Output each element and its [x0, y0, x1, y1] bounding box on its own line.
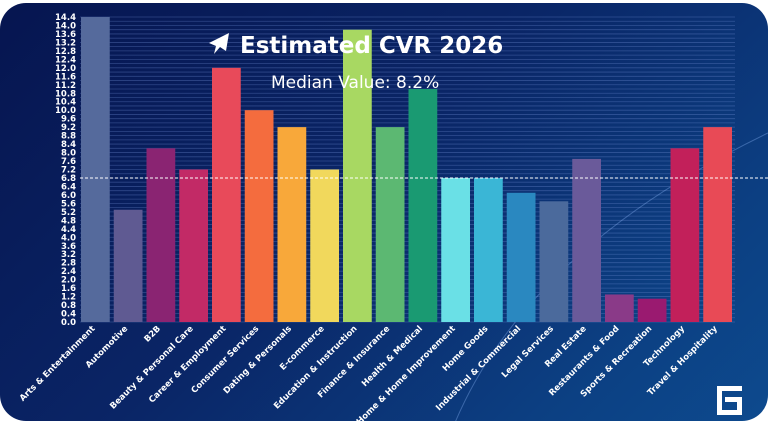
- y-tick-label: 5.6: [61, 199, 76, 209]
- chart-subtitle: Median Value: 8.2%: [271, 73, 439, 93]
- y-tick-label: 0.8: [61, 301, 76, 311]
- bar: [506, 192, 536, 322]
- y-tick-label: 6.0: [61, 191, 76, 201]
- chart-title: Estimated CVR 2026: [240, 33, 503, 59]
- bar: [375, 127, 405, 322]
- bar: [408, 89, 438, 322]
- y-tick-label: 0.4: [61, 310, 76, 320]
- y-tick-label: 5.2: [61, 208, 76, 218]
- y-tick-label: 12.4: [55, 55, 76, 65]
- y-tick-label: 9.2: [61, 123, 76, 133]
- y-axis-ticks: 0.00.40.81.21.62.02.42.83.23.64.04.44.85…: [55, 13, 76, 328]
- y-tick-label: 1.6: [61, 284, 76, 294]
- bar: [310, 169, 339, 322]
- bar: [539, 201, 569, 322]
- chart-card: 0.0 0.4 0.8 1.2 1.6 2.0 2.4 2.8 3.2 3.6 4.0 4.4 4.8 5…: [0, 3, 768, 421]
- bars: [81, 17, 732, 322]
- y-tick-label: 2.4: [61, 267, 76, 277]
- y-tick-label: 3.6: [61, 242, 76, 252]
- bar: [244, 110, 274, 322]
- y-tick-label: 7.6: [61, 157, 76, 167]
- bar: [277, 127, 307, 322]
- y-tick-label: 6.4: [61, 182, 76, 192]
- y-tick-label: 12.8: [55, 47, 76, 57]
- y-tick-label: 14.0: [55, 21, 76, 31]
- bar: [113, 209, 143, 322]
- y-tick-label: 4.8: [61, 216, 76, 226]
- bar-chart: 0.00.40.81.21.62.02.42.83.23.64.04.44.85…: [18, 13, 768, 421]
- y-tick-label: 10.0: [55, 106, 76, 116]
- bar: [441, 177, 470, 322]
- bar: [605, 294, 634, 322]
- y-tick-label: 2.8: [61, 259, 76, 269]
- y-tick-label: 7.2: [61, 166, 76, 176]
- y-tick-label: 8.8: [61, 132, 76, 142]
- bar: [179, 169, 208, 322]
- y-tick-label: 13.6: [55, 30, 76, 40]
- y-tick-label: 1.2: [61, 293, 76, 303]
- y-tick-label: 12.0: [55, 64, 76, 74]
- y-tick-label: 0.0: [61, 318, 76, 328]
- bar: [703, 127, 732, 322]
- x-tick-label: Health & Medical: [360, 324, 425, 389]
- bar: [474, 177, 503, 322]
- bar: [146, 148, 176, 322]
- bar: [81, 17, 110, 322]
- y-tick-label: 10.8: [55, 89, 76, 99]
- bar: [212, 67, 241, 322]
- title-group: Estimated CVR 2026 Median Value: 8.2%: [209, 33, 503, 93]
- rocket-arrow-icon: [209, 33, 229, 54]
- bar: [637, 298, 667, 322]
- y-tick-label: 13.2: [55, 38, 76, 48]
- y-tick-label: 8.4: [61, 140, 76, 150]
- brand-logo: [717, 386, 742, 415]
- y-tick-label: 3.2: [61, 250, 76, 260]
- y-tick-label: 6.8: [61, 174, 76, 184]
- y-tick-label: 10.4: [55, 98, 76, 108]
- y-tick-label: 2.0: [61, 276, 76, 286]
- bar: [572, 158, 601, 322]
- x-tick-label: B2B: [143, 324, 163, 344]
- y-tick-label: 9.6: [61, 115, 76, 125]
- y-tick-label: 4.4: [61, 225, 76, 235]
- y-tick-label: 4.0: [61, 233, 76, 243]
- y-tick-label: 11.2: [55, 81, 76, 91]
- bar: [670, 148, 700, 322]
- y-tick-label: 14.4: [55, 13, 76, 23]
- bar: [343, 29, 372, 322]
- y-tick-label: 8.0: [61, 149, 76, 159]
- y-tick-label: 11.6: [55, 72, 76, 82]
